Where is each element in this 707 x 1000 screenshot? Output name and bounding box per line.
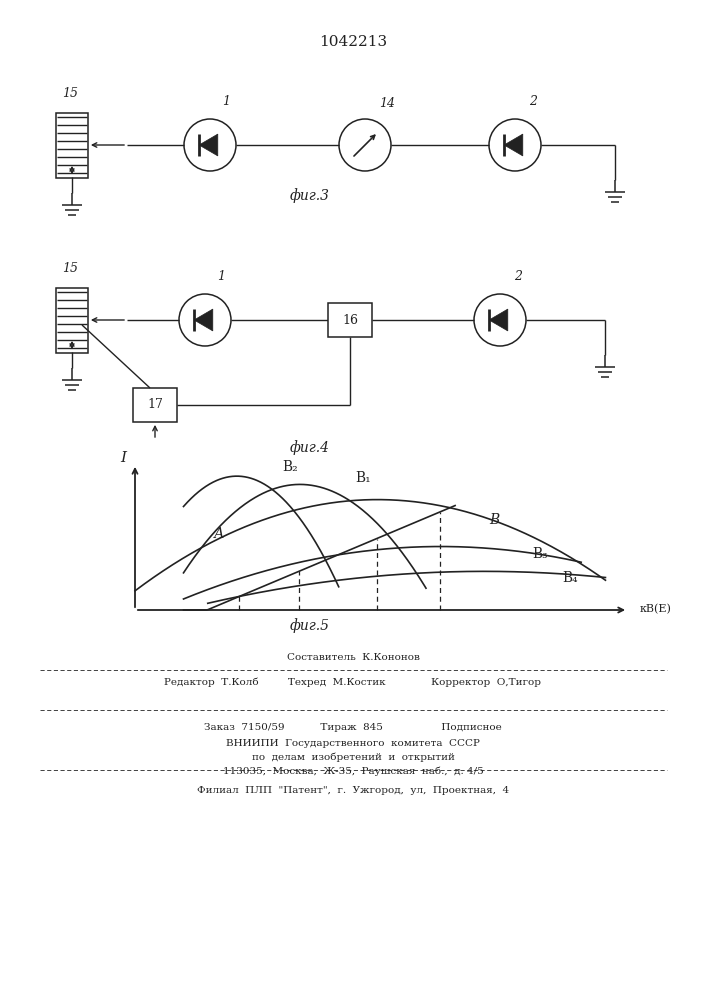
Text: 1042213: 1042213 xyxy=(319,35,387,49)
Text: Филиал  ПЛП  "Патент",  г.  Ужгород,  ул,  Проектная,  4: Филиал ПЛП "Патент", г. Ужгород, ул, Про… xyxy=(197,786,509,795)
Text: фиг.4: фиг.4 xyxy=(290,440,330,455)
Text: по  делам  изобретений  и  открытий: по делам изобретений и открытий xyxy=(252,752,455,762)
Text: Составитель  К.Кононов: Составитель К.Кононов xyxy=(286,653,419,662)
Text: 113035,  Москва,  Ж-35,  Раушская  наб.,  д. 4/5: 113035, Москва, Ж-35, Раушская наб., д. … xyxy=(223,766,484,776)
Polygon shape xyxy=(489,309,508,331)
Polygon shape xyxy=(199,134,218,156)
Text: В₃: В₃ xyxy=(532,547,549,561)
Text: В₄: В₄ xyxy=(562,571,578,585)
Text: 1: 1 xyxy=(217,270,225,283)
Polygon shape xyxy=(504,134,522,156)
Text: кВ(Е): кВ(Е) xyxy=(640,604,672,614)
Text: 2: 2 xyxy=(514,270,522,283)
Text: I: I xyxy=(120,451,126,465)
Text: 16: 16 xyxy=(342,314,358,326)
Text: А: А xyxy=(214,527,225,541)
Text: фиг.3: фиг.3 xyxy=(290,188,330,203)
Text: 17: 17 xyxy=(147,398,163,412)
Text: 14: 14 xyxy=(379,97,395,110)
Bar xyxy=(328,303,372,337)
Text: Заказ  7150/59           Тираж  845                  Подписное: Заказ 7150/59 Тираж 845 Подписное xyxy=(204,723,502,732)
Bar xyxy=(56,288,88,353)
Text: 2: 2 xyxy=(529,95,537,108)
Text: ВНИИПИ  Государственного  комитета  СССР: ВНИИПИ Государственного комитета СССР xyxy=(226,739,480,748)
Text: 15: 15 xyxy=(62,262,78,275)
Text: 1: 1 xyxy=(222,95,230,108)
Text: В: В xyxy=(489,513,499,527)
Polygon shape xyxy=(194,309,213,331)
Text: В₁: В₁ xyxy=(355,471,370,485)
Text: В₂: В₂ xyxy=(282,460,298,474)
Text: Редактор  Т.Колб         Техред  М.Костик              Корректор  О,Тигор: Редактор Т.Колб Техред М.Костик Корректо… xyxy=(165,678,542,687)
Bar xyxy=(133,388,177,422)
Bar xyxy=(56,112,88,178)
Text: 15: 15 xyxy=(62,87,78,100)
Text: фиг.5: фиг.5 xyxy=(290,618,330,633)
